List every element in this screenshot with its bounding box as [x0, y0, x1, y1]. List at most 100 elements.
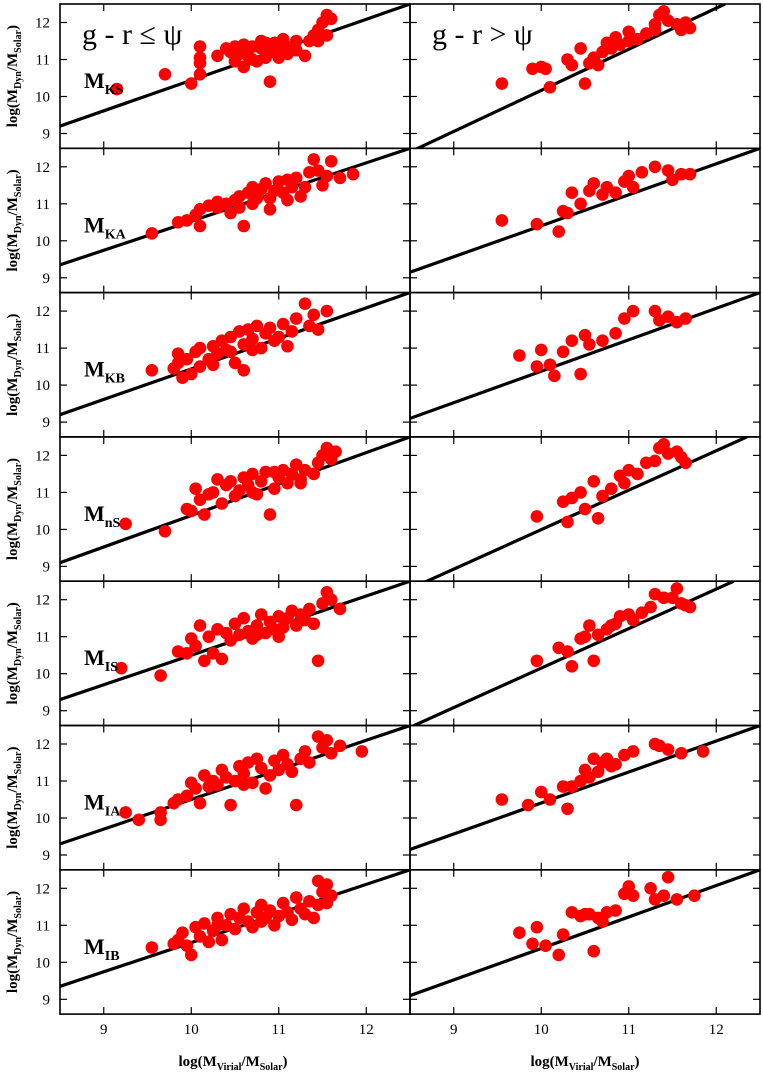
data-point [311, 654, 325, 668]
data-point [215, 652, 229, 666]
data-point [298, 297, 312, 311]
y-axis-label-mid: /M [5, 774, 21, 793]
data-point [145, 364, 159, 377]
data-point [298, 745, 312, 758]
y-tick-label: 9 [43, 559, 51, 575]
magnitude-label-main: M [84, 68, 105, 93]
data-point [237, 778, 251, 791]
y-tick-label: 11 [36, 774, 50, 790]
data-point [574, 367, 587, 381]
y-tick-label: 10 [35, 955, 50, 971]
y-axis-label: log(MDyn/MSolar) [5, 25, 24, 127]
data-point [657, 889, 671, 902]
data-point [224, 345, 237, 359]
data-point [696, 745, 710, 758]
data-point [215, 933, 229, 947]
y-tick-label: 12 [35, 881, 50, 897]
data-point [259, 782, 272, 795]
data-point [648, 160, 662, 174]
data-point [320, 169, 334, 183]
panel-r4-c1 [409, 580, 761, 727]
data-point [184, 504, 198, 518]
data-point [626, 180, 640, 194]
data-point [145, 227, 159, 240]
y-axis-label-end: ) [5, 25, 21, 30]
data-point [591, 58, 605, 72]
magnitude-label-sub: IB [105, 949, 120, 964]
right-panel-title: g - r > ψ [432, 18, 533, 51]
data-point [211, 49, 224, 63]
magnitude-label: MIB [84, 934, 120, 964]
y-axis-label-mid: /M [5, 197, 21, 216]
data-point [530, 920, 544, 934]
y-axis-label-main: log(M [5, 233, 21, 271]
y-tick-label: 11 [36, 341, 50, 357]
panel-frame [409, 147, 761, 294]
y-axis-label-main: log(M [5, 378, 21, 416]
magnitude-label-sub: KB [105, 372, 125, 387]
panel-r2-c0: 9 10 11 12 MKB log(MDyn/MSolar) [5, 291, 411, 438]
data-point [145, 941, 159, 954]
data-point [578, 630, 592, 643]
data-point [324, 593, 338, 606]
data-point [631, 467, 644, 481]
data-point [534, 343, 548, 357]
data-point [285, 325, 299, 338]
data-point [246, 332, 259, 346]
data-point [233, 201, 246, 214]
data-point [294, 476, 307, 490]
data-point [604, 482, 618, 496]
y-axis-label-mid: /M [5, 53, 21, 72]
magnitude-label-main: M [84, 934, 105, 959]
data-point [333, 739, 347, 753]
x-axis-label-right: log(MVirial/MSolar) [530, 1054, 639, 1073]
panels-group: 9101112MKSlog(MDyn/MSolar)9101112MKAlog(… [5, 3, 761, 1038]
data-point [211, 919, 224, 932]
data-point [618, 476, 631, 490]
data-point [158, 524, 172, 538]
data-point [324, 746, 338, 760]
y-axis-label-mid: /M [5, 630, 21, 649]
data-point [263, 191, 277, 205]
data-point [189, 639, 202, 653]
magnitude-label: MIS [84, 645, 118, 675]
data-point [622, 169, 636, 183]
x-axis-label-left-sub2: Solar [260, 1062, 283, 1073]
data-point [618, 312, 631, 325]
data-point [237, 364, 251, 377]
panel-r0-c0: 9 10 11 12 MKS log(MDyn/MSolar) [5, 3, 411, 150]
panel-r5-c1 [409, 724, 761, 871]
data-point [604, 619, 618, 632]
data-point [198, 917, 211, 930]
y-tick-label: 12 [35, 737, 50, 753]
data-point [263, 508, 277, 521]
data-point [303, 756, 316, 769]
y-axis-label-main: log(M [5, 522, 21, 560]
y-tick-label: 11 [36, 485, 50, 501]
data-point [661, 743, 675, 756]
data-point [250, 619, 264, 632]
y-tick-label: 9 [43, 848, 51, 864]
panel-r1-c1 [409, 147, 761, 294]
data-point [189, 482, 202, 496]
data-point [246, 486, 259, 499]
data-point [648, 454, 662, 468]
data-point [539, 62, 552, 76]
y-tick-label: 11 [36, 197, 50, 213]
data-point [259, 36, 272, 50]
data-point [272, 330, 286, 344]
data-point [211, 201, 224, 214]
y-axis-label-sub1: Dyn [13, 504, 24, 522]
data-point [346, 167, 360, 181]
y-axis-label-sub2: Solar [13, 29, 24, 52]
data-point [609, 186, 622, 199]
panel-frame [59, 868, 411, 1015]
y-axis-label-mid: /M [5, 486, 21, 505]
data-point [320, 29, 334, 42]
x-tick-label: 12 [709, 1022, 724, 1038]
data-point [648, 18, 662, 31]
data-point [285, 913, 299, 927]
data-point [583, 338, 596, 351]
panel-r4-c0: 9 10 11 12 MIS log(MDyn/MSolar) [5, 580, 411, 727]
